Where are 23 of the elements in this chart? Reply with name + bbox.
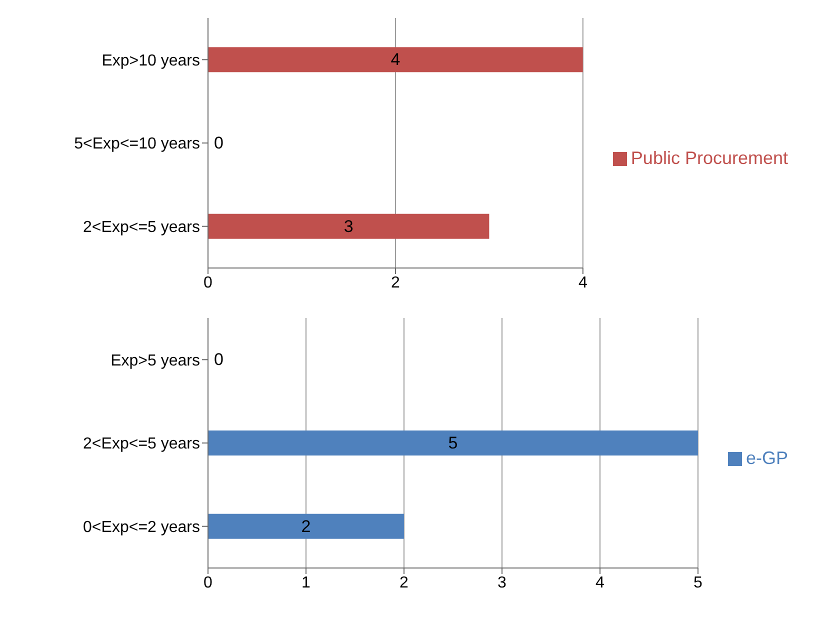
y-tick-label: Exp>10 years [102,52,200,70]
legend-label: e-GP [746,448,788,468]
y-tick-label: 2<Exp<=5 years [83,436,200,453]
x-tick-label: 4 [596,574,605,592]
data-label: 5 [448,434,458,452]
x-tick-label: 0 [204,274,213,292]
x-tick-label: 0 [204,574,213,592]
x-tick-label: 3 [498,574,507,592]
y-tick-label: 0<Exp<=2 years [83,519,200,536]
data-label: 2 [301,516,311,536]
data-label: 0 [214,134,224,152]
x-tick-label: 2 [391,274,400,292]
legend-label: Public Procurement [630,148,788,168]
x-tick-label: 2 [400,574,409,592]
data-label: 4 [390,50,400,70]
data-label: 0 [214,350,224,370]
x-tick-label: 1 [302,574,311,592]
y-tick-label: 2<Exp<=5 years [83,219,200,236]
data-label: 3 [344,216,354,236]
x-tick-label: 4 [578,274,588,292]
y-tick-label: Exp>5 years [110,352,200,370]
x-tick-label: 5 [694,574,703,592]
y-tick-label: 5<Exp<=10 years [74,136,200,153]
